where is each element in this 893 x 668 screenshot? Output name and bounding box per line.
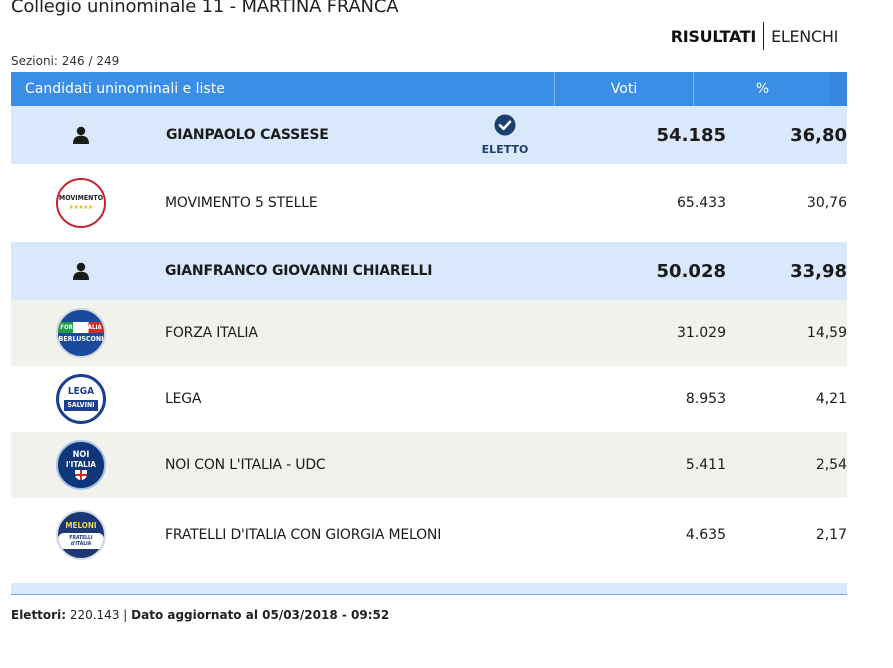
votes-value: 65.433 (677, 195, 726, 211)
candidate-name: GIANPAOLO CASSESE (166, 127, 329, 143)
m5s-logo: MOVIMENTO ★★★★★ (56, 178, 106, 228)
forza-italia-logo-subtext: BERLUSCONI (58, 335, 104, 343)
percent-value: 33,98 (790, 260, 847, 282)
table-footer-bar (11, 583, 847, 595)
percent-value: 36,80 (790, 124, 847, 146)
lega-logo-subtext: SALVINI (64, 400, 98, 411)
candidate-row[interactable]: GIANPAOLO CASSESE ELETTO 54.185 36,80 (11, 106, 847, 164)
noi-con-italia-logo: NOI l'ITALIA (56, 440, 106, 490)
lega-logo-text: LEGA (67, 386, 95, 397)
sezioni-count: Sezioni: 246 / 249 (11, 54, 120, 68)
noi-logo-subtext: l'ITALIA (65, 459, 97, 469)
list-row[interactable]: MELONI FRATELLI d'ITALIA FRATELLI D'ITAL… (11, 498, 847, 572)
tab-elenchi[interactable]: ELENCHI (771, 26, 838, 46)
elected-badge: ELETTO (455, 114, 555, 156)
forza-italia-logo-text: FORZA ITALIA (58, 322, 104, 333)
percent-value: 30,76 (806, 195, 847, 211)
fratelli-italia-logo: MELONI FRATELLI d'ITALIA (56, 510, 106, 560)
votes-value: 8.953 (685, 391, 726, 407)
m5s-logo-stars: ★★★★★ (68, 204, 94, 211)
list-name: FORZA ITALIA (165, 325, 258, 341)
percent-value: 4,21 (815, 391, 847, 407)
candidate-name: GIANFRANCO GIOVANNI CHIARELLI (165, 263, 433, 279)
lega-logo: LEGA SALVINI (56, 374, 106, 424)
person-icon (72, 262, 90, 280)
votes-value: 54.185 (656, 124, 726, 146)
percent-value: 2,54 (815, 457, 847, 473)
elettori-label: Elettori: (11, 608, 66, 622)
footer-separator: | (123, 608, 128, 622)
page-title: Collegio uninominale 11 - MARTINA FRANCA (11, 0, 399, 17)
list-row[interactable]: LEGA SALVINI LEGA 8.953 4,21 (11, 366, 847, 432)
noi-logo-text: NOI (72, 449, 90, 460)
list-name: NOI CON L'ITALIA - UDC (165, 457, 326, 473)
footer-info: Elettori: 220.143 | Dato aggiornato al 0… (11, 608, 389, 622)
percent-value: 14,59 (806, 325, 847, 341)
list-row[interactable]: NOI l'ITALIA NOI CON L'ITALIA - UDC 5.41… (11, 432, 847, 498)
header-scroll-pad (831, 72, 847, 106)
header-votes: Voti (555, 72, 694, 106)
m5s-logo-text: MOVIMENTO (58, 194, 104, 202)
votes-value: 4.635 (685, 527, 726, 543)
votes-value: 50.028 (656, 260, 726, 282)
fdi-logo-text: MELONI (65, 521, 97, 530)
header-candidates: Candidati uninominali e liste (11, 72, 555, 106)
results-table: Candidati uninominali e liste Voti % GIA… (11, 72, 847, 572)
tab-risultati[interactable]: RISULTATI (670, 26, 757, 46)
list-row[interactable]: FORZA ITALIA BERLUSCONI FORZA ITALIA 31.… (11, 300, 847, 366)
table-header: Candidati uninominali e liste Voti % (11, 72, 847, 106)
check-circle-icon (494, 114, 516, 140)
list-row[interactable]: MOVIMENTO ★★★★★ MOVIMENTO 5 STELLE 65.43… (11, 164, 847, 242)
votes-value: 31.029 (677, 325, 726, 341)
person-icon (72, 126, 90, 144)
votes-value: 5.411 (685, 457, 726, 473)
percent-value: 2,17 (815, 527, 847, 543)
list-name: MOVIMENTO 5 STELLE (165, 195, 318, 211)
elettori-value: 220.143 (69, 608, 120, 622)
forza-italia-logo: FORZA ITALIA BERLUSCONI (56, 308, 106, 358)
updated-timestamp: Dato aggiornato al 05/03/2018 - 09:52 (131, 608, 390, 622)
header-percent: % (755, 81, 770, 97)
view-switch: RISULTATI ELENCHI (666, 22, 843, 50)
elected-label: ELETTO (481, 143, 529, 156)
tab-divider (763, 22, 765, 50)
list-name: FRATELLI D'ITALIA CON GIORGIA MELONI (165, 527, 442, 543)
candidate-row[interactable]: GIANFRANCO GIOVANNI CHIARELLI 50.028 33,… (11, 242, 847, 300)
fdi-logo-subtext: FRATELLI d'ITALIA (58, 533, 104, 549)
crusader-shield-icon (74, 469, 87, 480)
list-name: LEGA (165, 391, 202, 407)
